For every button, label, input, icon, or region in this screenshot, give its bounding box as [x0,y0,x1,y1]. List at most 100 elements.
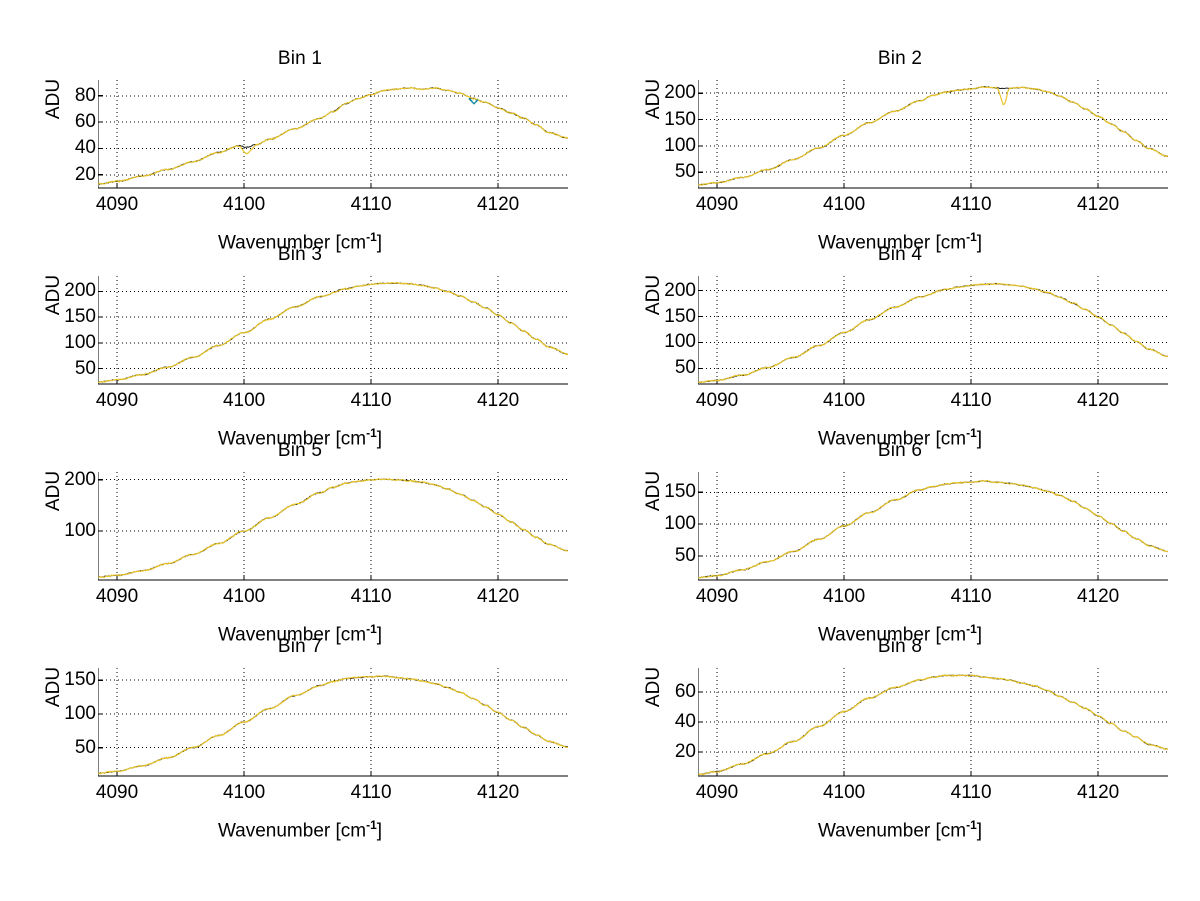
x-tick-labels: 4090 4100 4110 4120 [95,194,560,220]
x-axis-label-main: Wavenumber [cm [217,428,367,449]
x-axis-label-exponent: -1 [366,229,377,244]
x-tick-label: 4120 [476,586,520,607]
x-tick-label: 4110 [350,194,392,215]
y-tick-label: 100 [664,513,696,535]
grid-lines [698,472,1168,580]
panel-bin-7: Bin 7 ADU 50 100 150 4090 4100 4110 4120 Wavenumb… [0,632,600,848]
x-axis-label-main: Wavenumber [cm [217,820,367,841]
panel-bin-4: Bin 4 ADU 50 100 150 200 4090 4100 4110 4120 Waven… [600,240,1200,456]
x-axis-label-tail: ] [376,820,383,841]
y-tick-label: 60 [674,681,696,702]
y-tick-label: 200 [664,279,696,301]
y-tick-label: 20 [74,163,96,185]
x-tick-label: 4120 [1076,390,1120,411]
x-axis-label-tail: ] [376,428,383,449]
x-tick-labels: 4090 4100 4110 4120 [95,782,560,808]
series-line-measured [98,281,568,383]
y-tick-label: 60 [74,111,96,133]
x-tick-label: 4100 [822,194,866,215]
x-tick-label: 4110 [950,390,992,411]
y-tick-label: 100 [64,702,96,724]
y-tick-labels: 20 40 60 [600,668,696,776]
x-tick-label: 4100 [822,586,866,607]
series-line-model [98,675,568,774]
panel-bin-1: Bin 1 ADU 20 40 60 80 4090 4100 4110 4120 Wavenumb… [0,44,600,260]
x-axis-label: Wavenumber [cm-1] [0,818,600,842]
x-tick-label: 4120 [1076,782,1120,803]
x-tick-label: 4100 [222,194,266,215]
x-axis-label: Wavenumber [cm-1] [600,818,1200,842]
x-axis-label: Wavenumber [cm-1] [600,230,1200,254]
x-tick-label: 4100 [222,390,266,411]
y-tick-label: 200 [664,82,696,104]
x-tick-label: 4110 [950,782,992,803]
x-axis-label-exponent: -1 [966,817,977,832]
x-tick-label: 4120 [1076,586,1120,607]
y-tick-label: 100 [664,134,696,156]
x-tick-label: 4090 [695,390,739,411]
panel-bin-6: Bin 6 ADU 50 100 150 4090 4100 4110 4120 Wavenumb… [600,436,1200,652]
plot-area [98,472,568,581]
x-axis-label-tail: ] [376,232,383,253]
panel-bin-3: Bin 3 ADU 50 100 150 200 4090 4100 4110 4120 Waven… [0,240,600,456]
x-tick-labels: 4090 4100 4110 4120 [96,586,560,612]
x-axis-label-tail: ] [976,232,983,253]
x-tick-label: 4100 [822,390,866,411]
x-tick-label: 4090 [695,586,739,607]
series-line-model [698,674,1168,776]
y-tick-labels: 20 40 60 80 [0,80,96,188]
series-line-model [698,480,1168,579]
x-axis-label-tail: ] [976,428,983,449]
grid-lines [698,80,1168,188]
y-tick-label: 50 [674,544,696,566]
x-tick-label: 4090 [695,194,739,215]
panel-title: Bin 2 [877,48,923,69]
x-tick-label: 4110 [350,586,392,607]
plot-area [698,80,1168,189]
x-tick-label: 4090 [95,782,139,803]
plot-area [98,80,568,189]
panel-bin-5: Bin 5 ADU 100 200 4090 4100 4110 4120 Wavenumber… [0,436,600,652]
panel-title: Bin 3 [277,244,323,265]
y-tick-label: 100 [64,331,96,353]
y-tick-label: 100 [664,331,696,353]
panel-bin-2: Bin 2 ADU 50 100 150 200 4090 4100 4110 4120 Waven… [600,44,1200,260]
x-axis-label-main: Wavenumber [cm [217,232,367,253]
x-tick-label: 4120 [476,782,520,803]
x-axis-label-main: Wavenumber [cm [817,232,967,253]
y-tick-label: 150 [664,305,696,327]
x-axis-label-tail: ] [376,624,383,645]
x-tick-labels: 4090 4100 4110 4120 [695,586,1160,612]
x-axis-label-exponent: -1 [366,621,377,636]
x-tick-label: 4120 [476,194,520,215]
y-tick-labels: 100 200 [0,470,96,580]
y-tick-label: 50 [74,736,96,758]
plot-area [698,276,1168,385]
y-tick-labels: 50 100 150 [600,472,696,580]
x-tick-label: 4110 [950,194,992,215]
x-tick-label: 4090 [695,782,739,803]
series-line-measured [698,85,1168,186]
y-tick-label: 20 [674,741,696,762]
y-tick-labels: 50 100 150 200 [600,276,696,384]
plot-area [98,668,568,777]
series-anomaly-marker [468,97,479,105]
series-line-measured [98,478,568,578]
x-axis-label-tail: ] [976,624,983,645]
y-tick-label: 50 [674,161,696,183]
y-tick-label: 150 [64,669,96,691]
series-line-measured [698,479,1168,579]
y-tick-label: 80 [74,84,96,106]
panel-title: Bin 1 [277,48,323,69]
y-tick-label: 150 [64,306,96,328]
y-tick-labels: 50 100 150 200 [600,80,696,188]
x-tick-label: 4090 [95,194,139,215]
panel-bin-8: Bin 8 ADU 20 40 60 4090 4100 4110 4120 Wavenumber… [600,632,1200,848]
x-tick-label: 4120 [476,390,520,411]
x-tick-labels: 4090 4100 4110 4120 [695,194,1160,220]
plot-area [98,276,568,385]
y-tick-label: 150 [664,481,696,503]
panel-title: Bin 6 [877,440,923,461]
x-axis-label: Wavenumber [cm-1] [600,622,1200,646]
